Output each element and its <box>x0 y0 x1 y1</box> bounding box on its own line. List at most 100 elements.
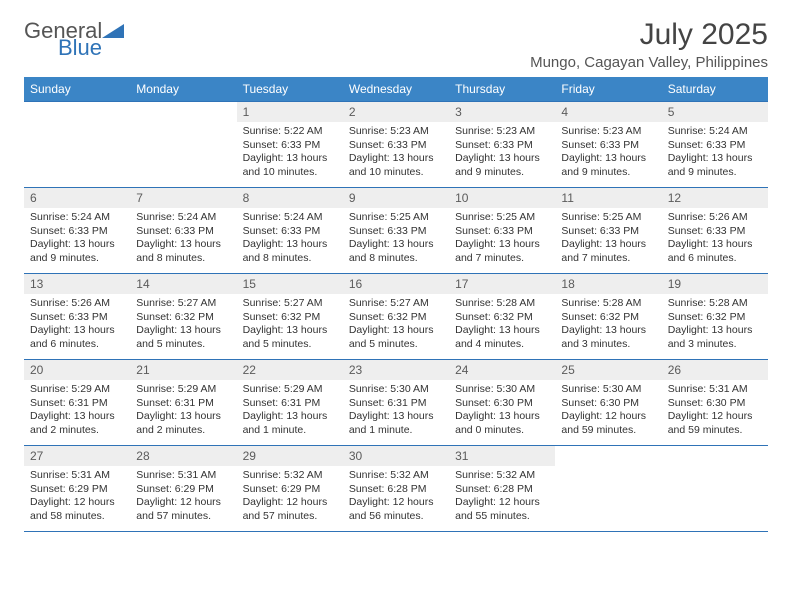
page-title: July 2025 <box>530 18 768 52</box>
day-number: 3 <box>449 102 555 122</box>
day-number: 18 <box>555 274 661 294</box>
day-number: 19 <box>662 274 768 294</box>
sunset-text: Sunset: 6:33 PM <box>668 225 762 239</box>
calendar-cell: 18Sunrise: 5:28 AMSunset: 6:32 PMDayligh… <box>555 274 661 360</box>
day-details: Sunrise: 5:24 AMSunset: 6:33 PMDaylight:… <box>24 208 130 270</box>
calendar-cell: 1Sunrise: 5:22 AMSunset: 6:33 PMDaylight… <box>237 102 343 188</box>
calendar-cell: 5Sunrise: 5:24 AMSunset: 6:33 PMDaylight… <box>662 102 768 188</box>
day-number: 23 <box>343 360 449 380</box>
calendar-cell: 30Sunrise: 5:32 AMSunset: 6:28 PMDayligh… <box>343 446 449 532</box>
daylight-text: Daylight: 12 hours and 55 minutes. <box>455 496 549 523</box>
sunrise-text: Sunrise: 5:32 AM <box>455 469 549 483</box>
calendar-cell: 31Sunrise: 5:32 AMSunset: 6:28 PMDayligh… <box>449 446 555 532</box>
calendar-row: 6Sunrise: 5:24 AMSunset: 6:33 PMDaylight… <box>24 188 768 274</box>
day-number: 22 <box>237 360 343 380</box>
weekday-sunday: Sunday <box>24 77 130 102</box>
daylight-text: Daylight: 13 hours and 5 minutes. <box>349 324 443 351</box>
daylight-text: Daylight: 12 hours and 56 minutes. <box>349 496 443 523</box>
sunrise-text: Sunrise: 5:23 AM <box>349 125 443 139</box>
sunset-text: Sunset: 6:33 PM <box>455 225 549 239</box>
daylight-text: Daylight: 13 hours and 9 minutes. <box>668 152 762 179</box>
day-number: 28 <box>130 446 236 466</box>
sunset-text: Sunset: 6:31 PM <box>243 397 337 411</box>
daylight-text: Daylight: 13 hours and 1 minute. <box>349 410 443 437</box>
calendar-cell: 23Sunrise: 5:30 AMSunset: 6:31 PMDayligh… <box>343 360 449 446</box>
day-details: Sunrise: 5:28 AMSunset: 6:32 PMDaylight:… <box>662 294 768 356</box>
day-details: Sunrise: 5:31 AMSunset: 6:29 PMDaylight:… <box>24 466 130 528</box>
calendar-row: 1Sunrise: 5:22 AMSunset: 6:33 PMDaylight… <box>24 102 768 188</box>
sunset-text: Sunset: 6:32 PM <box>136 311 230 325</box>
day-number: 29 <box>237 446 343 466</box>
day-number: 21 <box>130 360 236 380</box>
day-details: Sunrise: 5:30 AMSunset: 6:30 PMDaylight:… <box>449 380 555 442</box>
day-number: 1 <box>237 102 343 122</box>
calendar-cell: 6Sunrise: 5:24 AMSunset: 6:33 PMDaylight… <box>24 188 130 274</box>
sunset-text: Sunset: 6:28 PM <box>455 483 549 497</box>
day-number: 26 <box>662 360 768 380</box>
weekday-header-row: Sunday Monday Tuesday Wednesday Thursday… <box>24 77 768 102</box>
daylight-text: Daylight: 13 hours and 10 minutes. <box>349 152 443 179</box>
daylight-text: Daylight: 13 hours and 8 minutes. <box>243 238 337 265</box>
sunset-text: Sunset: 6:29 PM <box>136 483 230 497</box>
daylight-text: Daylight: 13 hours and 8 minutes. <box>136 238 230 265</box>
sunset-text: Sunset: 6:32 PM <box>668 311 762 325</box>
day-number: 10 <box>449 188 555 208</box>
day-details: Sunrise: 5:29 AMSunset: 6:31 PMDaylight:… <box>237 380 343 442</box>
sunrise-text: Sunrise: 5:23 AM <box>455 125 549 139</box>
sunset-text: Sunset: 6:32 PM <box>243 311 337 325</box>
day-number: 27 <box>24 446 130 466</box>
day-number: 9 <box>343 188 449 208</box>
sunrise-text: Sunrise: 5:24 AM <box>30 211 124 225</box>
sunrise-text: Sunrise: 5:27 AM <box>243 297 337 311</box>
sunset-text: Sunset: 6:29 PM <box>243 483 337 497</box>
day-number: 12 <box>662 188 768 208</box>
day-details: Sunrise: 5:25 AMSunset: 6:33 PMDaylight:… <box>555 208 661 270</box>
weekday-friday: Friday <box>555 77 661 102</box>
calendar-cell: 17Sunrise: 5:28 AMSunset: 6:32 PMDayligh… <box>449 274 555 360</box>
day-details: Sunrise: 5:27 AMSunset: 6:32 PMDaylight:… <box>343 294 449 356</box>
day-details: Sunrise: 5:25 AMSunset: 6:33 PMDaylight:… <box>343 208 449 270</box>
sunset-text: Sunset: 6:31 PM <box>349 397 443 411</box>
day-details: Sunrise: 5:29 AMSunset: 6:31 PMDaylight:… <box>130 380 236 442</box>
day-details: Sunrise: 5:29 AMSunset: 6:31 PMDaylight:… <box>24 380 130 442</box>
calendar-cell: 21Sunrise: 5:29 AMSunset: 6:31 PMDayligh… <box>130 360 236 446</box>
day-details: Sunrise: 5:24 AMSunset: 6:33 PMDaylight:… <box>130 208 236 270</box>
daylight-text: Daylight: 13 hours and 3 minutes. <box>561 324 655 351</box>
day-details: Sunrise: 5:22 AMSunset: 6:33 PMDaylight:… <box>237 122 343 184</box>
day-details: Sunrise: 5:24 AMSunset: 6:33 PMDaylight:… <box>237 208 343 270</box>
day-number: 11 <box>555 188 661 208</box>
sunset-text: Sunset: 6:33 PM <box>455 139 549 153</box>
sunset-text: Sunset: 6:31 PM <box>136 397 230 411</box>
weekday-thursday: Thursday <box>449 77 555 102</box>
daylight-text: Daylight: 13 hours and 5 minutes. <box>243 324 337 351</box>
day-details: Sunrise: 5:23 AMSunset: 6:33 PMDaylight:… <box>449 122 555 184</box>
sunrise-text: Sunrise: 5:32 AM <box>349 469 443 483</box>
logo-text-blue: Blue <box>58 35 102 60</box>
sunset-text: Sunset: 6:31 PM <box>30 397 124 411</box>
logo-triangle-icon <box>102 22 124 40</box>
calendar-row: 13Sunrise: 5:26 AMSunset: 6:33 PMDayligh… <box>24 274 768 360</box>
sunset-text: Sunset: 6:33 PM <box>243 139 337 153</box>
day-details: Sunrise: 5:32 AMSunset: 6:28 PMDaylight:… <box>449 466 555 528</box>
sunrise-text: Sunrise: 5:31 AM <box>668 383 762 397</box>
day-details: Sunrise: 5:23 AMSunset: 6:33 PMDaylight:… <box>343 122 449 184</box>
sunset-text: Sunset: 6:33 PM <box>30 311 124 325</box>
daylight-text: Daylight: 13 hours and 9 minutes. <box>455 152 549 179</box>
weekday-saturday: Saturday <box>662 77 768 102</box>
sunset-text: Sunset: 6:29 PM <box>30 483 124 497</box>
sunset-text: Sunset: 6:30 PM <box>561 397 655 411</box>
calendar-cell: 20Sunrise: 5:29 AMSunset: 6:31 PMDayligh… <box>24 360 130 446</box>
daylight-text: Daylight: 13 hours and 6 minutes. <box>30 324 124 351</box>
sunset-text: Sunset: 6:32 PM <box>561 311 655 325</box>
daylight-text: Daylight: 13 hours and 7 minutes. <box>455 238 549 265</box>
daylight-text: Daylight: 13 hours and 9 minutes. <box>30 238 124 265</box>
calendar-cell <box>555 446 661 532</box>
calendar-cell <box>662 446 768 532</box>
sunrise-text: Sunrise: 5:29 AM <box>30 383 124 397</box>
calendar-row: 20Sunrise: 5:29 AMSunset: 6:31 PMDayligh… <box>24 360 768 446</box>
sunset-text: Sunset: 6:32 PM <box>349 311 443 325</box>
day-details: Sunrise: 5:32 AMSunset: 6:28 PMDaylight:… <box>343 466 449 528</box>
sunrise-text: Sunrise: 5:28 AM <box>668 297 762 311</box>
sunrise-text: Sunrise: 5:25 AM <box>455 211 549 225</box>
day-number: 17 <box>449 274 555 294</box>
